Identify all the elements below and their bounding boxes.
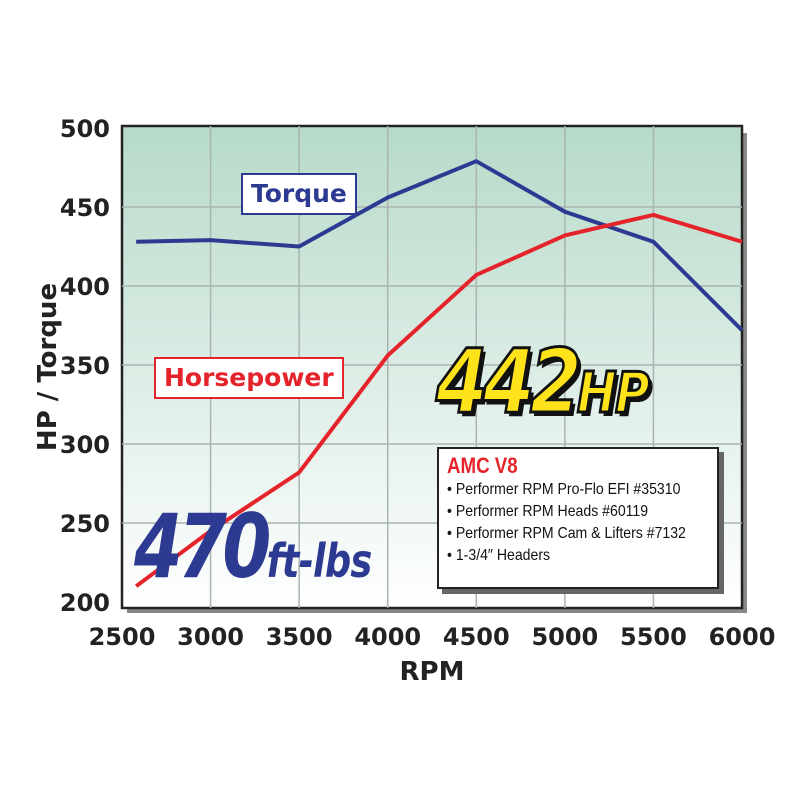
peak-hp-value: 442 <box>435 329 583 435</box>
info-item: • 1-3/4″ Headers <box>447 547 551 564</box>
y-tick-label: 350 <box>60 352 110 380</box>
engine-info-box: AMC V8 • Performer RPM Pro-Flo EFI #3531… <box>437 447 719 589</box>
y-tick-label: 400 <box>60 273 110 301</box>
y-tick-label: 300 <box>60 431 110 459</box>
x-tick-label: 3000 <box>177 623 244 651</box>
legend-horsepower: Horsepower <box>154 357 344 399</box>
x-tick-label: 5500 <box>620 623 687 651</box>
info-item: • Performer RPM Heads #60119 <box>447 503 649 520</box>
info-title: AMC V8 <box>447 453 518 478</box>
horsepower-line <box>134 212 743 588</box>
x-tick-label: 2500 <box>89 623 156 651</box>
peak-hp-unit: HP <box>576 360 652 428</box>
legend-torque: Torque <box>241 173 357 215</box>
x-tick-label: 3500 <box>266 623 333 651</box>
x-tick-label: 4500 <box>443 623 510 651</box>
y-tick-label: 500 <box>60 115 110 143</box>
peak-torque-callout: 470ft-lbs <box>134 495 372 598</box>
y-axis-label: HP / Torque <box>33 283 63 451</box>
x-tick-label: 5000 <box>531 623 598 651</box>
y-tick-label: 250 <box>60 510 110 538</box>
peak-hp-callout: 442HP <box>435 329 652 435</box>
info-item: • Performer RPM Pro-Flo EFI #35310 <box>447 481 681 498</box>
y-tick-label: 450 <box>60 194 110 222</box>
x-axis-label: RPM <box>400 657 465 687</box>
peak-torque-unit: ft-lbs <box>266 534 373 588</box>
x-tick-label: 6000 <box>709 623 776 651</box>
y-tick-label: 200 <box>60 589 110 617</box>
info-item: • Performer RPM Cam & Lifters #7132 <box>447 525 686 542</box>
peak-torque-value: 470 <box>134 495 271 598</box>
torque-line <box>136 159 744 332</box>
x-tick-label: 4000 <box>354 623 421 651</box>
